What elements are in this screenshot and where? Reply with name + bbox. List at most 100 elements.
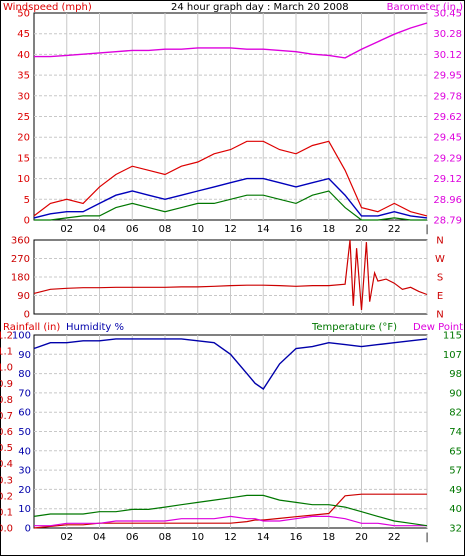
rain-tick-label: 1.1 xyxy=(0,347,13,358)
temperature-tick-label: 115 xyxy=(443,331,462,342)
x-tick-label: | xyxy=(425,532,428,543)
x-tick-label: 18 xyxy=(322,532,335,543)
direction-grid xyxy=(34,240,428,314)
x-tick-label: 20 xyxy=(355,532,368,543)
x-axis-ticks-3: 02 04 06 08 10 12 14 16 18 20 22 | xyxy=(60,532,428,543)
baro-tick-label: 28.96 xyxy=(433,195,462,206)
chart-title: 24 hour graph day : March 20 2008 xyxy=(171,2,349,13)
dewpoint-line xyxy=(34,515,427,527)
x-tick-label: 10 xyxy=(191,224,204,235)
temperature-tick-label: 90 xyxy=(449,388,462,399)
wind-tick-label: 45 xyxy=(17,29,30,40)
rain-tick-label: 0.4 xyxy=(0,459,13,470)
rain-tick-label: 1.2 xyxy=(0,331,13,342)
humidity-tick-label: 90 xyxy=(18,350,31,361)
baro-tick-label: 30.28 xyxy=(433,29,462,40)
temperature-tick-label: 82 xyxy=(449,408,462,419)
compass-tick-label: N xyxy=(436,236,443,247)
barometer-axis-label: Barometer (in.) xyxy=(387,2,463,13)
rain-tick-label: 0.0 xyxy=(0,524,13,535)
humidity-tick-label: 70 xyxy=(18,388,31,399)
x-tick-label: 12 xyxy=(224,532,237,543)
baro-tick-label: 30.45 xyxy=(433,9,462,20)
x-tick-label: 16 xyxy=(290,532,303,543)
direction-series xyxy=(33,239,428,310)
baro-tick-label: 29.12 xyxy=(433,174,462,185)
baro-tick-label: 28.79 xyxy=(433,216,462,227)
rain-tick-label: 0.9 xyxy=(0,379,13,390)
compass-tick-label: S xyxy=(437,273,443,284)
humidity-tick-label: 0 xyxy=(25,524,31,535)
baro-tick-label: 29.62 xyxy=(433,112,462,123)
humidity-tick-label: 20 xyxy=(18,485,31,496)
direction-axis-ticks: 360 270 180 90 0 xyxy=(11,236,30,321)
x-tick-label: 06 xyxy=(126,532,139,543)
x-tick-label: 04 xyxy=(93,224,106,235)
x-tick-label: | xyxy=(425,224,428,235)
humidity-tick-label: 40 xyxy=(18,446,31,457)
direction-tick-label: 270 xyxy=(11,254,30,265)
humidity-tick-label: 30 xyxy=(18,466,31,477)
x-tick-label: 12 xyxy=(224,224,237,235)
rain-tick-label: 0.1 xyxy=(0,507,13,518)
x-tick-label: 16 xyxy=(290,224,303,235)
baro-tick-label: 29.95 xyxy=(433,71,462,82)
rain-tick-label: 0.3 xyxy=(0,475,13,486)
dewpoint-axis-label: Dew Point xyxy=(413,322,463,333)
x-tick-label: 02 xyxy=(60,532,73,543)
direction-tick-label: 0 xyxy=(24,310,30,321)
rain-tick-label: 0.6 xyxy=(0,427,13,438)
barometer-line xyxy=(34,22,428,59)
wind-tick-label: 5 xyxy=(24,195,30,206)
compass-tick-label: N xyxy=(436,310,443,321)
wind-baro-series xyxy=(33,22,428,221)
temperature-tick-label: 40 xyxy=(449,504,462,515)
x-tick-label: 06 xyxy=(126,224,139,235)
humidity-tick-label: 80 xyxy=(18,369,31,380)
temperature-tick-label: 98 xyxy=(449,369,462,380)
wind-tick-label: 15 xyxy=(17,153,30,164)
humidity-line xyxy=(33,338,428,390)
compass-tick-label: W xyxy=(435,254,445,265)
rain-humidity-temp-panel: 1.2 1.1 1.0 0.9 0.8 0.7 0.6 0.5 0.4 0.3 0.2 0.1 0.0 1… xyxy=(0,331,462,535)
temperature-tick-label: 65 xyxy=(449,446,462,457)
wind-tick-label: 10 xyxy=(17,174,30,185)
rain-tick-label: 0.8 xyxy=(0,395,13,406)
rain-humidity-temp-series xyxy=(33,338,428,529)
x-tick-label: 08 xyxy=(159,224,172,235)
x-tick-label: 04 xyxy=(93,532,106,543)
rain-humidity-grid xyxy=(34,335,428,528)
rain-tick-label: 1.0 xyxy=(0,363,13,374)
rain-tick-label: 0.7 xyxy=(0,411,13,422)
average-wind-line xyxy=(33,177,428,219)
temperature-tick-label: 32 xyxy=(449,524,462,535)
temperature-tick-label: 107 xyxy=(443,350,462,361)
x-tick-label: 22 xyxy=(388,224,401,235)
temperature-tick-label: 57 xyxy=(449,466,462,477)
direction-tick-label: 90 xyxy=(17,291,30,302)
temperature-axis-label: Temperature (°F) xyxy=(311,322,397,333)
baro-axis-ticks: 30.45 30.28 30.12 29.95 29.78 29.62 29.45 29.29… xyxy=(433,9,462,227)
x-tick-label: 08 xyxy=(159,532,172,543)
x-axis-ticks-1: 02 04 06 08 10 12 14 16 18 20 22 | xyxy=(60,224,428,235)
compass-tick-label: E xyxy=(437,291,443,302)
baro-tick-label: 29.45 xyxy=(433,133,462,144)
humidity-axis-label: Humidity % xyxy=(66,322,124,333)
humidity-tick-label: 10 xyxy=(18,504,31,515)
wind-baro-grid xyxy=(34,13,428,220)
wind-tick-label: 25 xyxy=(17,112,30,123)
humidity-tick-label: 60 xyxy=(18,408,31,419)
x-tick-label: 14 xyxy=(257,532,270,543)
wind-tick-label: 0 xyxy=(24,216,30,227)
direction-tick-label: 360 xyxy=(11,236,30,247)
gust-line xyxy=(33,140,428,217)
wind-tick-label: 35 xyxy=(17,71,30,82)
x-tick-label: 14 xyxy=(257,224,270,235)
x-tick-label: 18 xyxy=(322,224,335,235)
wind-tick-label: 50 xyxy=(17,9,30,20)
